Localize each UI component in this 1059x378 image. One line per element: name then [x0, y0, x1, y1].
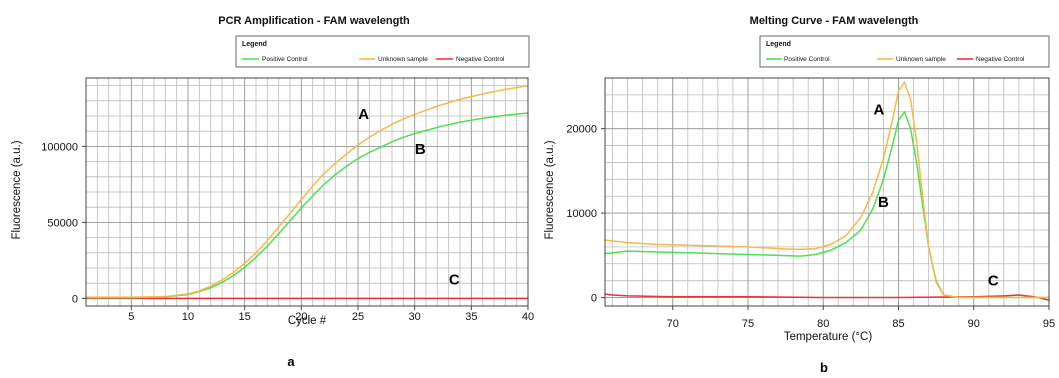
x-tick-label: 85 — [892, 318, 904, 330]
x-tick-label: 80 — [817, 318, 829, 330]
legend-entry-positive: Positive Control — [784, 56, 830, 63]
x-axis-label: Cycle # — [288, 315, 327, 327]
x-tick-label: 20 — [295, 311, 307, 323]
annotation-label: A — [358, 106, 369, 123]
series-line-negative — [604, 293, 1050, 301]
x-tick-label: 70 — [667, 318, 679, 330]
chart-title: PCR Amplification - FAM wavelength — [218, 15, 410, 27]
panel-label: b — [820, 360, 828, 375]
pcr-amplification-chart: PCR Amplification - FAM wavelength Legen… — [11, 15, 534, 369]
plot-frame — [85, 77, 529, 307]
legend-entry-unknown: Unknown sample — [378, 56, 428, 63]
y-axis-label: Fluorescence (a.u.) — [11, 140, 23, 239]
x-tick-label: 15 — [239, 311, 251, 323]
legend-entry-unknown: Unknown sample — [896, 56, 946, 63]
x-tick-label: 95 — [1043, 318, 1055, 330]
legend-entry-negative: Negative Control — [456, 56, 505, 63]
legend-entry-negative: Negative Control — [976, 56, 1025, 63]
y-tick-label: 10000 — [566, 208, 597, 220]
legend-box: Legend Positive Control Unknown sample N… — [759, 35, 1050, 68]
x-tick-label: 25 — [352, 311, 364, 323]
x-tick-label: 35 — [465, 311, 477, 323]
x-tick-label: 40 — [522, 311, 534, 323]
x-tick-label: 90 — [968, 318, 980, 330]
annotations: A B C — [358, 106, 460, 289]
series-line-unknown — [85, 84, 529, 298]
annotation-label: C — [988, 273, 999, 290]
x-tick-label: 30 — [409, 311, 421, 323]
legend-box: Legend Positive Control Unknown sample N… — [235, 35, 530, 68]
y-tick-label: 0 — [72, 293, 78, 305]
series-line-positive — [604, 111, 1050, 299]
annotation-label: B — [878, 194, 889, 211]
legend-entry-positive: Positive Control — [262, 56, 308, 63]
series-line-unknown — [604, 81, 1050, 299]
annotation-label: A — [874, 101, 885, 118]
series-layer — [85, 84, 529, 300]
series-layer — [604, 81, 1050, 301]
legend-title: Legend — [242, 41, 267, 48]
x-axis-label: Temperature (°C) — [784, 331, 872, 343]
grid — [605, 77, 1050, 306]
x-tick-label: 10 — [182, 311, 194, 323]
y-tick-label: 100000 — [41, 141, 78, 153]
y-tick-label: 0 — [591, 293, 597, 305]
x-tick-label: 75 — [742, 318, 754, 330]
melting-curve-chart: Melting Curve - FAM wavelength Legend Po… — [544, 15, 1055, 375]
plot-frame — [604, 77, 1050, 307]
annotations: A B C — [874, 101, 999, 289]
y-axis-label: Fluorescence (a.u.) — [544, 140, 556, 239]
legend-title: Legend — [766, 41, 791, 48]
y-tick-label: 50000 — [47, 217, 78, 229]
tick-labels: 5 10 15 20 25 30 35 40 0 50000 100000 — [41, 141, 534, 323]
tick-labels: 70 75 80 85 90 95 0 10000 20000 — [566, 124, 1055, 330]
annotation-label: C — [449, 272, 460, 289]
series-line-positive — [85, 112, 529, 299]
y-tick-label: 20000 — [566, 124, 597, 136]
panel-label: a — [287, 354, 295, 369]
annotation-label: B — [415, 141, 426, 158]
x-tick-label: 5 — [128, 311, 134, 323]
chart-title: Melting Curve - FAM wavelength — [750, 15, 919, 27]
